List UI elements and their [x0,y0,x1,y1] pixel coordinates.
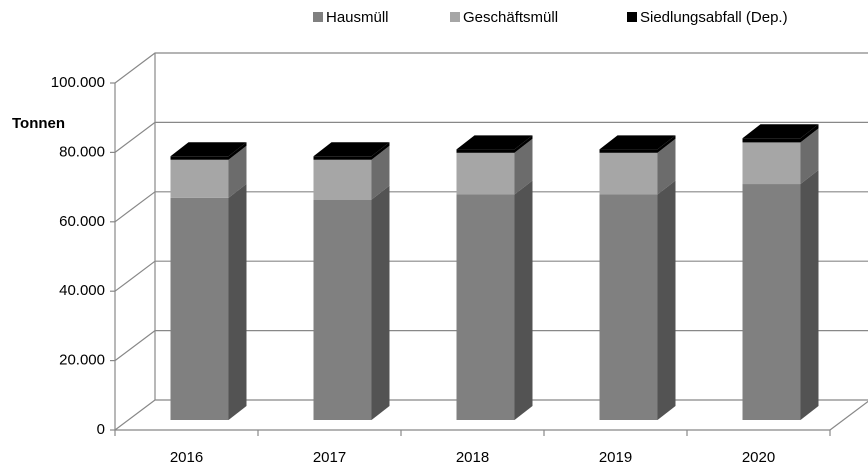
legend-swatch [450,12,460,22]
x-tick-label: 2019 [599,449,632,466]
bar-segment [170,142,247,160]
grid-line [114,121,868,153]
y-axis-label: Tonnen [12,115,65,132]
legend-swatch [313,12,323,22]
bar-top [456,135,533,150]
bar-segment [170,145,247,198]
bar-segment [313,142,390,160]
bar-front [599,194,658,420]
y-tick-label: 0 [97,421,105,438]
axis-line [829,400,868,431]
bar-segment [599,180,676,420]
legend-label: Geschäftsmüll [463,9,558,26]
bar-side [371,185,390,420]
bar-front [170,197,229,420]
x-tick-label: 2017 [313,449,346,466]
grid-line [114,52,868,84]
bar-front [599,149,658,153]
bar-front [313,199,372,420]
bar-segment [456,135,533,153]
bar-front [456,194,515,420]
bar-front [456,152,515,195]
y-tick-label: 80.000 [59,143,105,160]
bar-side [514,138,533,195]
bar-side [514,135,533,153]
bar-side [800,170,819,420]
bar-segment [742,170,819,420]
bar-front [742,142,801,185]
x-tick-label: 2016 [170,449,203,466]
bar-segment [599,138,676,195]
bar-side [657,180,676,420]
bar-side [800,124,819,143]
bar-top [599,135,676,150]
legend-label: Hausmüll [326,9,389,26]
legend-label: Siedlungsabfall (Dep.) [640,9,788,26]
y-tick-label: 60.000 [59,213,105,230]
bar-front [742,184,801,420]
x-tick-label: 2018 [456,449,489,466]
bar-side [800,128,819,185]
bar-top [170,142,247,157]
y-tick-label: 100.000 [51,74,105,91]
bar-side [657,135,676,153]
bar-front [313,159,372,200]
bar-side [228,142,247,160]
bar-top [742,124,819,139]
bar-side [657,138,676,195]
bar-segment [742,124,819,143]
bar-front [170,159,229,198]
bar-segment [599,135,676,153]
y-tick-label: 20.000 [59,352,105,369]
bar-segment [313,145,390,200]
bar-top [313,142,390,157]
x-tick-label: 2020 [742,449,775,466]
bar-front [170,156,229,160]
bar-segment [170,183,247,420]
y-tick-label: 40.000 [59,282,105,299]
legend-swatch [627,12,637,22]
bar-side [371,142,390,160]
bar-segment [313,185,390,420]
bar-front [313,156,372,160]
bar-side [514,180,533,420]
bar-front [456,149,515,153]
bar-segment [456,180,533,420]
bar-side [228,183,247,420]
bar-segment [742,128,819,185]
bar-side [371,145,390,200]
bar-front [599,152,658,195]
bar-front [742,138,801,143]
bar-segment [456,138,533,195]
bar-side [228,145,247,198]
